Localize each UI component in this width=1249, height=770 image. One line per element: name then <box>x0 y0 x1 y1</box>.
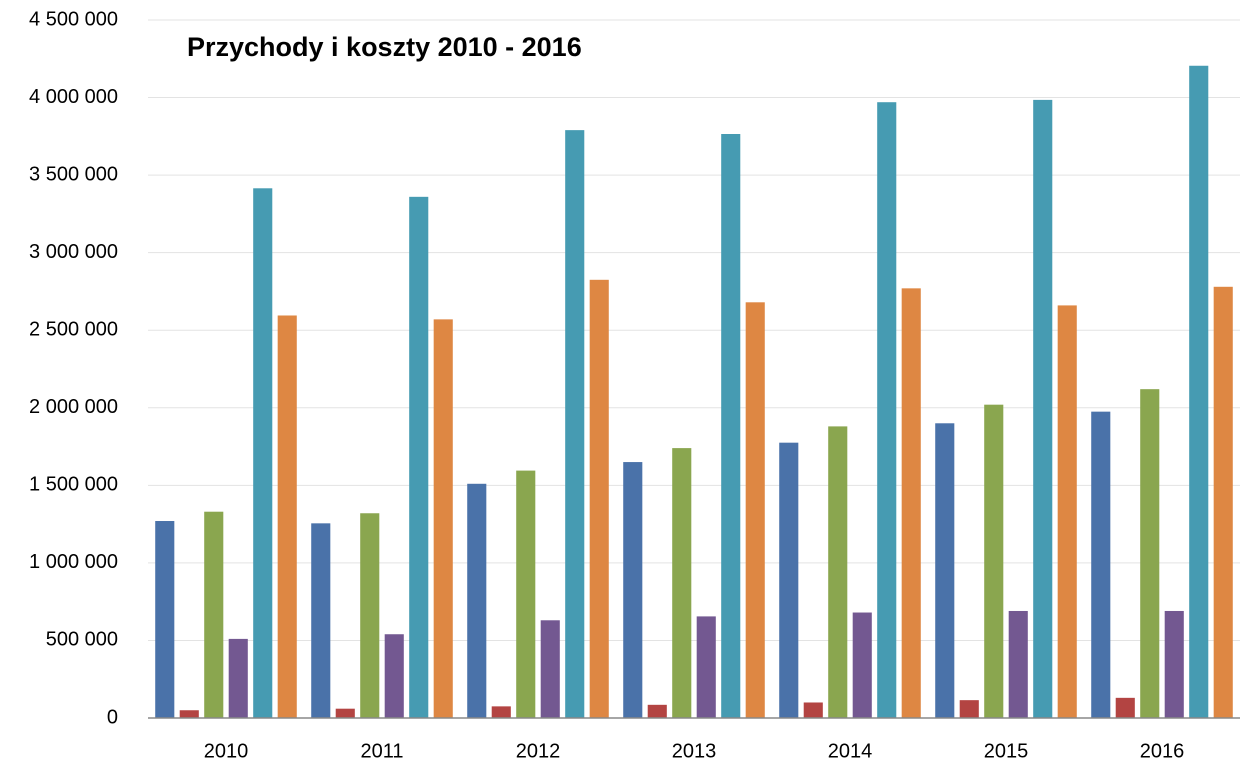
bar <box>540 620 560 718</box>
bar <box>672 448 692 718</box>
y-tick-label: 0 <box>107 706 118 728</box>
y-tick-label: 4 000 000 <box>29 86 118 108</box>
y-tick-label: 1 500 000 <box>29 474 118 496</box>
bar <box>155 521 175 718</box>
bar <box>433 319 453 718</box>
bar <box>1164 610 1184 718</box>
bar <box>779 442 799 718</box>
bar <box>745 302 765 718</box>
bar <box>803 702 823 718</box>
bar <box>1213 286 1233 718</box>
bar <box>589 279 609 718</box>
bar <box>696 616 716 718</box>
bar <box>721 134 741 719</box>
bar <box>901 288 921 718</box>
bar <box>1033 99 1053 719</box>
bar <box>877 102 897 719</box>
bar <box>828 426 848 718</box>
y-tick-label: 3 000 000 <box>29 241 118 263</box>
bar <box>360 513 380 718</box>
x-tick-label: 2010 <box>204 740 249 762</box>
y-tick-label: 1 000 000 <box>29 551 118 573</box>
bar <box>277 315 297 718</box>
chart-title: Przychody i koszty 2010 - 2016 <box>187 32 582 62</box>
bar <box>1189 65 1209 719</box>
bar <box>467 483 487 718</box>
y-tick-label: 2 000 000 <box>29 396 118 418</box>
bar <box>204 511 224 718</box>
bar <box>984 404 1004 718</box>
bar <box>335 708 355 718</box>
bar <box>384 634 404 718</box>
bar <box>647 704 667 718</box>
x-tick-label: 2016 <box>1140 740 1185 762</box>
bar <box>311 523 331 718</box>
bar <box>623 462 643 718</box>
bar <box>516 470 536 718</box>
x-tick-label: 2011 <box>360 740 403 762</box>
bar <box>1115 697 1135 718</box>
bar <box>491 706 511 718</box>
x-tick-label: 2012 <box>516 740 561 762</box>
bar <box>1057 305 1077 718</box>
bar <box>959 700 979 718</box>
bar <box>228 638 248 718</box>
bar <box>565 130 585 718</box>
x-tick-label: 2014 <box>828 740 873 762</box>
bar <box>1091 411 1111 718</box>
bar <box>1140 389 1160 718</box>
bar <box>852 612 872 718</box>
bar <box>1008 610 1028 718</box>
bar <box>935 423 955 718</box>
x-tick-label: 2015 <box>984 740 1029 762</box>
bar <box>253 188 273 719</box>
bar <box>409 196 429 718</box>
bar <box>179 710 199 718</box>
x-tick-label: 2013 <box>672 740 717 762</box>
y-tick-label: 500 000 <box>46 629 118 651</box>
y-tick-label: 4 500 000 <box>29 8 118 30</box>
y-tick-label: 3 500 000 <box>29 163 118 185</box>
y-tick-label: 2 500 000 <box>29 319 118 341</box>
